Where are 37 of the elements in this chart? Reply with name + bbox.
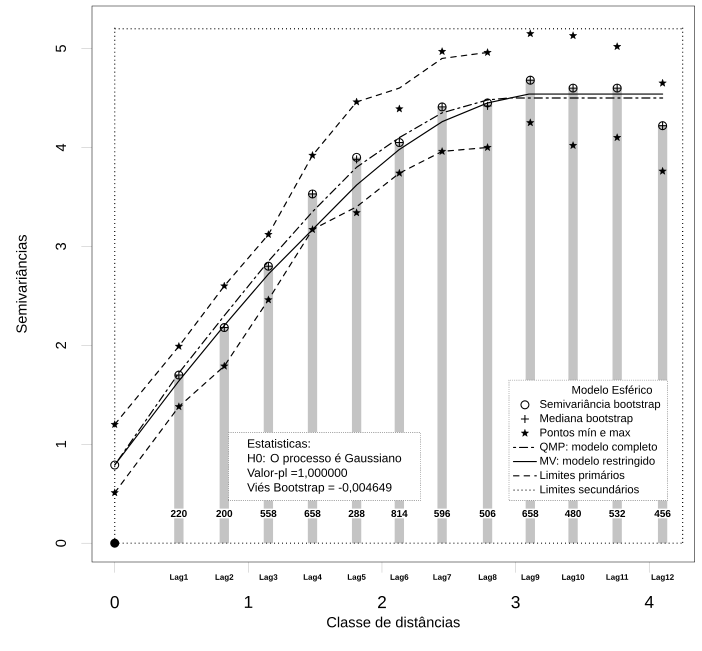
legend-label: Semivariância bootstrap (540, 400, 660, 410)
x-tick-label: 3 (511, 596, 520, 608)
legend-label: MV: modelo restringido (540, 456, 655, 468)
annotation: Valor-pl =1,000000 (247, 468, 348, 480)
x-tick-label: 2 (378, 596, 386, 608)
annotation: 532 (609, 510, 626, 518)
annotation: Estatisticas: (248, 438, 310, 448)
annotation: 220 (170, 510, 187, 518)
y-tick-label: 0 (56, 540, 66, 547)
legend-label: Limites secundários (540, 484, 639, 494)
annotation: 200 (216, 510, 232, 518)
x-tick-label: 1 (244, 596, 252, 608)
annotation: 456 (654, 510, 671, 518)
y-tick-label: 4 (56, 144, 66, 152)
y-axis-title: Semivariâncias (16, 235, 27, 333)
annotation: Viés Bootstrap = -0,004649 (247, 482, 392, 494)
annotation: 658 (304, 510, 320, 518)
annotation: 506 (480, 510, 496, 518)
y-tick-label: 5 (56, 45, 66, 52)
legend-label: Limites primários (540, 470, 624, 482)
annotation: 558 (260, 510, 276, 518)
x-axis-title: Classe de distâncias (327, 616, 460, 628)
annotation: 658 (522, 510, 538, 518)
legend-label: QMP: modelo completo (540, 442, 658, 453)
annotation: 288 (348, 510, 365, 518)
annotation: H0: O processo é Gaussiano (248, 453, 402, 465)
y-tick-label: 1 (56, 440, 66, 448)
x-tick-label: 0 (110, 596, 119, 608)
y-tick-label: 3 (56, 242, 66, 250)
annotation: 814 (391, 510, 408, 518)
annotation: 596 (434, 510, 450, 518)
legend-title: Modelo Esférico (572, 385, 652, 394)
legend-label: Mediana bootstrap (540, 414, 633, 424)
legend-label: Pontos mín e max (540, 428, 630, 436)
x-tick-label: 4 (644, 596, 654, 608)
y-tick-label: 2 (56, 342, 66, 349)
annotation: 480 (564, 510, 581, 518)
